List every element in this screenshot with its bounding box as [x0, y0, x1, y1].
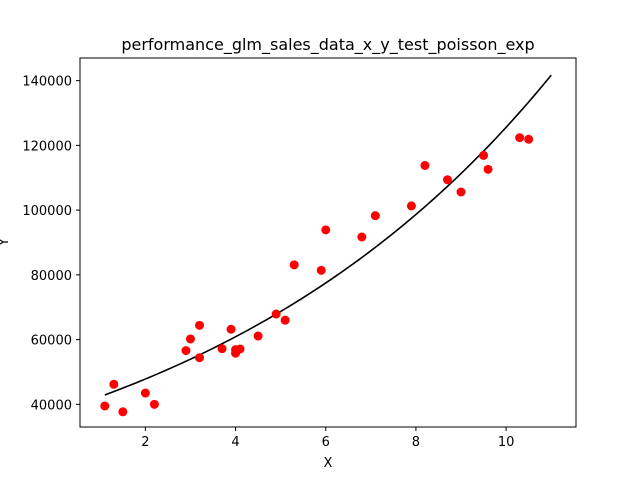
data-point — [217, 344, 227, 354]
data-point — [185, 334, 195, 344]
y-tick-label: 100000 — [22, 204, 72, 219]
data-point — [140, 388, 150, 398]
y-axis: 40000 60000 80000 100000 120000 140000 — [22, 75, 80, 413]
data-point — [194, 353, 204, 363]
fit-line — [104, 74, 552, 396]
data-point — [181, 346, 191, 356]
data-point — [420, 160, 430, 170]
x-tick-label: 8 — [412, 435, 420, 450]
data-point — [321, 225, 331, 235]
data-point — [406, 201, 416, 211]
y-tick-label: 40000 — [31, 398, 72, 413]
data-point — [271, 309, 281, 319]
data-point — [194, 320, 204, 330]
x-tick-label: 6 — [322, 435, 330, 450]
data-point — [109, 379, 119, 389]
x-tick-label: 2 — [141, 435, 149, 450]
data-point — [456, 187, 466, 197]
x-tick-label: 4 — [231, 435, 239, 450]
data-point — [280, 315, 290, 325]
data-point — [442, 175, 452, 185]
plot-area — [100, 74, 552, 417]
data-point — [235, 344, 245, 354]
data-point — [253, 331, 263, 341]
data-point — [149, 399, 159, 409]
y-tick-label: 60000 — [31, 334, 72, 349]
y-tick-label: 80000 — [31, 269, 72, 284]
data-point — [100, 401, 110, 411]
x-axis: 2 4 6 8 10 — [141, 427, 514, 450]
data-point — [226, 324, 236, 334]
chart-title: performance_glm_sales_data_x_y_test_pois… — [121, 35, 534, 55]
axes-frame — [79, 57, 577, 428]
data-point — [118, 407, 128, 417]
y-tick-label: 140000 — [22, 75, 72, 90]
data-point — [515, 133, 525, 143]
y-tick-label: 120000 — [22, 139, 72, 154]
data-point — [357, 232, 367, 242]
x-tick-label: 10 — [498, 435, 515, 450]
data-point — [483, 164, 493, 174]
data-point — [370, 211, 380, 221]
y-axis-label: Y — [0, 238, 12, 247]
data-point — [524, 134, 534, 144]
data-point — [289, 260, 299, 270]
data-point — [316, 265, 326, 275]
x-axis-label: X — [324, 456, 333, 471]
data-point — [479, 150, 489, 160]
